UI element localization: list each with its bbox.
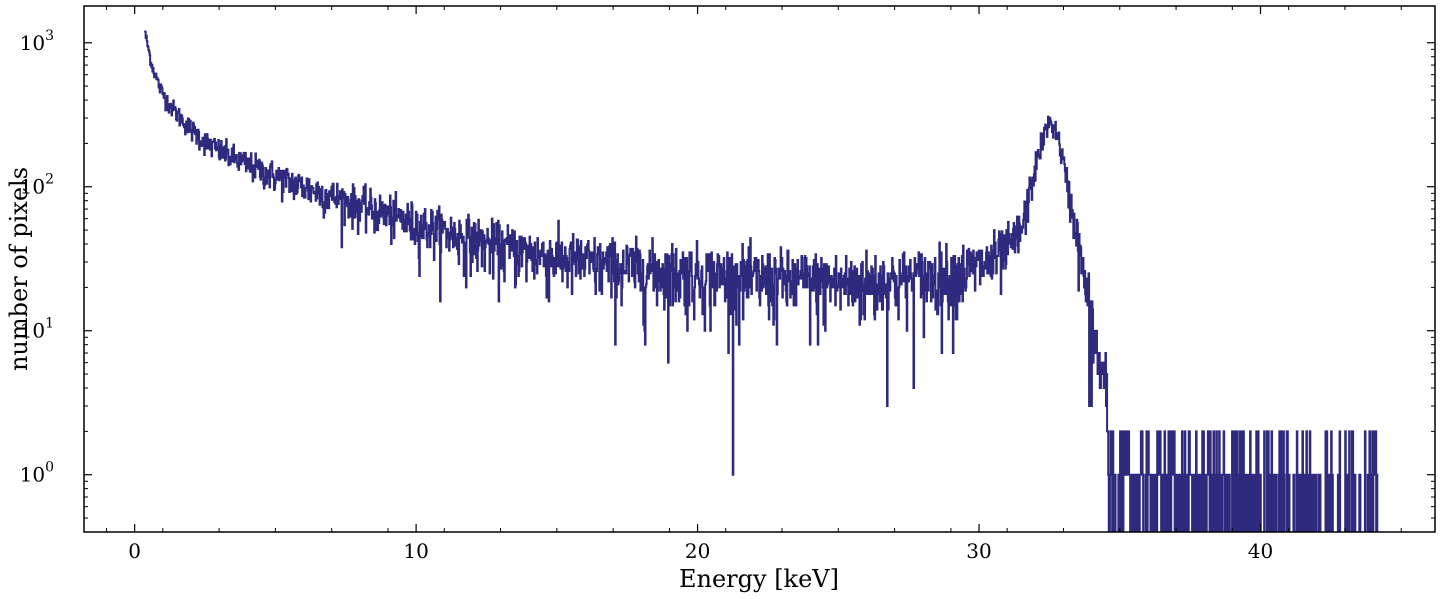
x-tick-label: 20 xyxy=(685,539,710,563)
data-layer xyxy=(144,30,1379,532)
x-tick-label: 0 xyxy=(128,539,141,563)
y-tick-label: 103 xyxy=(20,28,54,55)
x-tick-label: 10 xyxy=(403,539,428,563)
tick-layer: 0 10 20 30 40 100 101 102 103 xyxy=(20,6,1435,563)
x-axis-label: Energy [keV] xyxy=(679,565,839,593)
y-tick-label: 100 xyxy=(20,460,54,487)
x-tick-label: 30 xyxy=(966,539,991,563)
y-tick-label: 102 xyxy=(20,172,54,199)
y-axis-label: number of pixels xyxy=(5,167,33,371)
x-tick-label: 40 xyxy=(1248,539,1273,563)
series-line-0 xyxy=(144,30,1379,532)
plot-frame xyxy=(83,5,1436,533)
y-tick-label: 101 xyxy=(20,316,54,343)
